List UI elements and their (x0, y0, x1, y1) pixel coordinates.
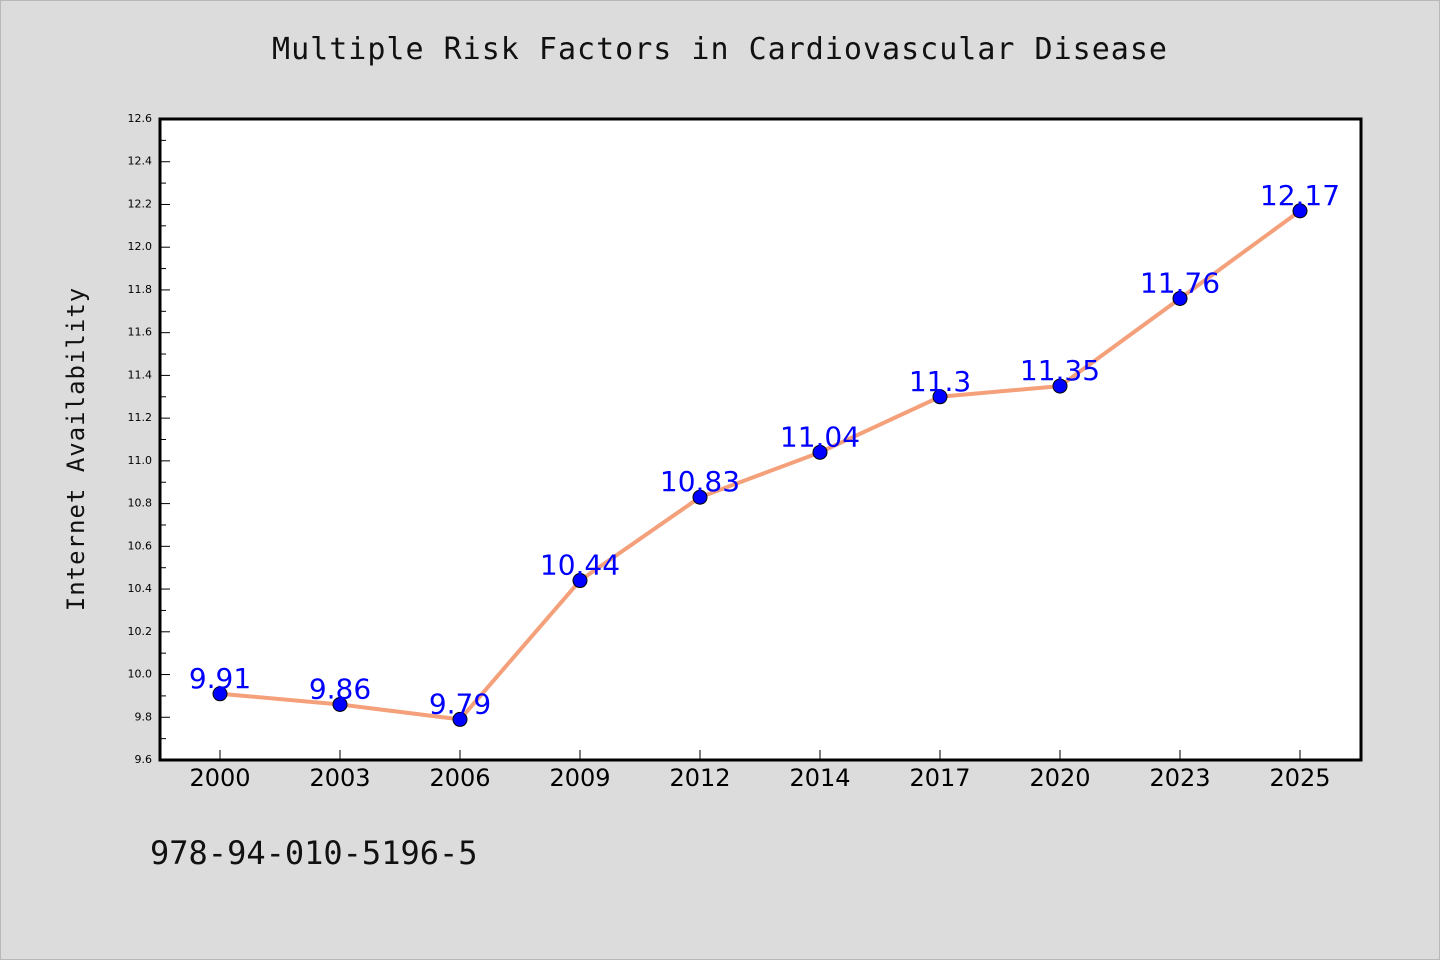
y-tick-label: 10.2 (128, 625, 153, 638)
y-tick-label: 9.6 (135, 753, 153, 766)
y-tick-label: 12.0 (128, 240, 153, 253)
data-point (212, 686, 228, 702)
data-point (932, 389, 948, 405)
data-label: 9.91 (189, 662, 251, 695)
data-point (1172, 290, 1188, 306)
y-tick-label: 12.2 (128, 197, 153, 210)
y-tick-label: 10.4 (128, 582, 153, 595)
x-tick-label: 2009 (549, 764, 610, 792)
y-tick-label: 11.0 (128, 454, 153, 467)
data-label: 12.17 (1260, 179, 1340, 212)
x-tick-label: 2014 (789, 764, 850, 792)
data-labels: 9.91 9.86 9.79 10.44 10.83 11.04 11.3 11.35 11.7… (189, 179, 1340, 721)
data-point (1052, 378, 1068, 394)
data-label: 11.04 (780, 420, 860, 453)
x-tick-label: 2000 (189, 764, 250, 792)
data-point (1292, 203, 1308, 219)
x-tick-label: 2023 (1149, 764, 1210, 792)
x-tick-label: 2006 (429, 764, 490, 792)
data-label: 11.35 (1020, 354, 1100, 387)
data-point (452, 711, 468, 727)
data-label: 10.44 (540, 549, 620, 582)
y-tick-label: 9.8 (135, 710, 153, 723)
x-tick-label: 2012 (669, 764, 730, 792)
data-point (812, 444, 828, 460)
plot-area (160, 119, 1361, 760)
y-tick-label: 11.8 (128, 283, 153, 296)
x-tick-label: 2017 (909, 764, 970, 792)
data-label: 11.76 (1140, 266, 1220, 299)
series-line (218, 208, 1302, 722)
chart-title: Multiple Risk Factors in Cardiovascular … (272, 32, 1168, 67)
data-label: 10.83 (660, 465, 740, 498)
x-tick-label: 2020 (1029, 764, 1090, 792)
plot-frame (158, 117, 1363, 762)
y-tick-label: 10.6 (128, 539, 153, 552)
data-label: 9.79 (429, 687, 491, 720)
data-point (332, 696, 348, 712)
data-label: 9.86 (309, 672, 371, 705)
x-tick-label: 2003 (309, 764, 370, 792)
x-tick-label: 2025 (1269, 764, 1330, 792)
x-axis-ticks: 2000 2003 2006 2009 2012 2014 2017 2020 2023 2025 (189, 750, 1331, 792)
footer-code: 978-94-010-5196-5 (150, 834, 478, 872)
y-tick-label: 12.6 (128, 112, 153, 125)
data-markers (212, 203, 1308, 727)
y-tick-label: 10.8 (128, 497, 153, 510)
data-label: 11.3 (909, 365, 971, 398)
data-point (572, 573, 588, 589)
y-tick-label: 10.0 (128, 668, 153, 681)
data-point (692, 489, 708, 505)
y-tick-label: 11.2 (128, 411, 153, 424)
y-tick-label: 12.4 (128, 155, 153, 168)
y-tick-label: 11.4 (128, 368, 153, 381)
y-tick-label: 11.6 (128, 326, 153, 339)
y-axis-ticks: 9.6 9.8 10.0 10.2 10.4 10.6 10.8 11.0 11.2 11.4 11… (128, 112, 170, 766)
